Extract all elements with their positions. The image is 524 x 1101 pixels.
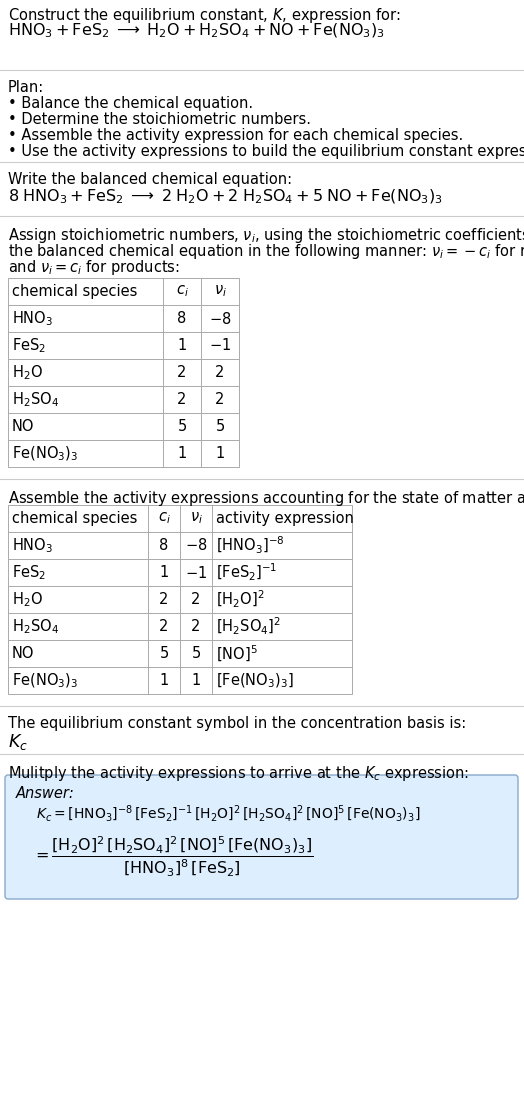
Text: 1: 1 <box>215 446 225 461</box>
Text: chemical species: chemical species <box>12 284 137 299</box>
Text: $\mathrm{8\; HNO_3 + FeS_2 \;\longrightarrow\; 2\; H_2O + 2\; H_2SO_4 + 5\; NO +: $\mathrm{8\; HNO_3 + FeS_2 \;\longrighta… <box>8 188 443 206</box>
Text: $K_c$: $K_c$ <box>8 732 28 752</box>
Text: $= \dfrac{[\mathrm{H_2O}]^{2}\,[\mathrm{H_2SO_4}]^{2}\,[\mathrm{NO}]^{5}\,[\math: $= \dfrac{[\mathrm{H_2O}]^{2}\,[\mathrm{… <box>32 833 313 877</box>
Text: the balanced chemical equation in the following manner: $\nu_i = -c_i$ for react: the balanced chemical equation in the fo… <box>8 242 524 261</box>
Text: $c_i$: $c_i$ <box>158 511 170 526</box>
Text: 2: 2 <box>215 392 225 407</box>
Text: 5: 5 <box>159 646 169 661</box>
Text: $\mathrm{H_2SO_4}$: $\mathrm{H_2SO_4}$ <box>12 390 59 408</box>
Text: $K_c = [\mathrm{HNO_3}]^{-8}\,[\mathrm{FeS_2}]^{-1}\,[\mathrm{H_2O}]^{2}\,[\math: $K_c = [\mathrm{HNO_3}]^{-8}\,[\mathrm{F… <box>36 804 420 825</box>
Text: $\mathrm{FeS_2}$: $\mathrm{FeS_2}$ <box>12 563 46 581</box>
Text: The equilibrium constant symbol in the concentration basis is:: The equilibrium constant symbol in the c… <box>8 716 466 731</box>
Text: • Use the activity expressions to build the equilibrium constant expression.: • Use the activity expressions to build … <box>8 144 524 159</box>
Text: Mulitply the activity expressions to arrive at the $K_c$ expression:: Mulitply the activity expressions to arr… <box>8 764 469 783</box>
Text: 1: 1 <box>178 338 187 353</box>
Text: $\mathrm{H_2SO_4}$: $\mathrm{H_2SO_4}$ <box>12 618 59 636</box>
Text: 5: 5 <box>191 646 201 661</box>
Text: 2: 2 <box>177 392 187 407</box>
Text: chemical species: chemical species <box>12 511 137 526</box>
Text: $\mathrm{Fe(NO_3)_3}$: $\mathrm{Fe(NO_3)_3}$ <box>12 672 78 689</box>
Text: 2: 2 <box>191 592 201 607</box>
Text: 8: 8 <box>178 310 187 326</box>
Text: 5: 5 <box>178 419 187 434</box>
Text: $c_i$: $c_i$ <box>176 284 189 299</box>
Text: activity expression: activity expression <box>216 511 354 526</box>
Text: $-8$: $-8$ <box>209 310 231 327</box>
Text: 2: 2 <box>159 619 169 634</box>
Text: NO: NO <box>12 419 35 434</box>
Text: $\mathrm{H_2O}$: $\mathrm{H_2O}$ <box>12 590 43 609</box>
Text: 8: 8 <box>159 538 169 553</box>
Text: 1: 1 <box>159 673 169 688</box>
Text: $\mathrm{FeS_2}$: $\mathrm{FeS_2}$ <box>12 336 46 355</box>
FancyBboxPatch shape <box>5 775 518 900</box>
Bar <box>8 277 239 467</box>
Text: $-8$: $-8$ <box>185 537 208 554</box>
Text: Assign stoichiometric numbers, $\nu_i$, using the stoichiometric coefficients, $: Assign stoichiometric numbers, $\nu_i$, … <box>8 226 524 246</box>
Text: Answer:: Answer: <box>16 786 75 802</box>
Text: 2: 2 <box>159 592 169 607</box>
Text: Write the balanced chemical equation:: Write the balanced chemical equation: <box>8 172 292 187</box>
Text: • Balance the chemical equation.: • Balance the chemical equation. <box>8 96 253 111</box>
Text: $[\mathrm{HNO_3}]^{-8}$: $[\mathrm{HNO_3}]^{-8}$ <box>216 535 285 556</box>
Text: Assemble the activity expressions accounting for the state of matter and $\nu_i$: Assemble the activity expressions accoun… <box>8 489 524 508</box>
Text: • Assemble the activity expression for each chemical species.: • Assemble the activity expression for e… <box>8 128 463 143</box>
Text: $\mathrm{H_2O}$: $\mathrm{H_2O}$ <box>12 363 43 382</box>
Text: 1: 1 <box>178 446 187 461</box>
Text: $[\mathrm{H_2O}]^{2}$: $[\mathrm{H_2O}]^{2}$ <box>216 589 265 610</box>
Text: 1: 1 <box>191 673 201 688</box>
Text: Plan:: Plan: <box>8 80 44 95</box>
Text: • Determine the stoichiometric numbers.: • Determine the stoichiometric numbers. <box>8 112 311 127</box>
Text: $[\mathrm{NO}]^{5}$: $[\mathrm{NO}]^{5}$ <box>216 643 258 664</box>
Text: NO: NO <box>12 646 35 661</box>
Text: 1: 1 <box>159 565 169 580</box>
Text: 5: 5 <box>215 419 225 434</box>
Text: 2: 2 <box>191 619 201 634</box>
Text: 2: 2 <box>215 366 225 380</box>
Text: $[\mathrm{H_2SO_4}]^{2}$: $[\mathrm{H_2SO_4}]^{2}$ <box>216 615 281 637</box>
Text: $\mathrm{Fe(NO_3)_3}$: $\mathrm{Fe(NO_3)_3}$ <box>12 445 78 462</box>
Text: $\mathrm{HNO_3}$: $\mathrm{HNO_3}$ <box>12 536 53 555</box>
Text: and $\nu_i = c_i$ for products:: and $\nu_i = c_i$ for products: <box>8 258 180 277</box>
Text: $\mathrm{HNO_3 + FeS_2 \;\longrightarrow\; H_2O + H_2SO_4 + NO + Fe(NO_3)_3}$: $\mathrm{HNO_3 + FeS_2 \;\longrightarrow… <box>8 22 385 41</box>
Bar <box>8 505 352 694</box>
Text: $\mathrm{HNO_3}$: $\mathrm{HNO_3}$ <box>12 309 53 328</box>
Text: Construct the equilibrium constant, $K$, expression for:: Construct the equilibrium constant, $K$,… <box>8 6 401 25</box>
Text: $-1$: $-1$ <box>209 338 231 353</box>
Text: $[\mathrm{FeS_2}]^{-1}$: $[\mathrm{FeS_2}]^{-1}$ <box>216 562 278 584</box>
Text: 2: 2 <box>177 366 187 380</box>
Text: $-1$: $-1$ <box>185 565 207 580</box>
Text: $[\mathrm{Fe(NO_3)_3}]$: $[\mathrm{Fe(NO_3)_3}]$ <box>216 672 294 689</box>
Text: $\nu_i$: $\nu_i$ <box>213 284 226 299</box>
Text: $\nu_i$: $\nu_i$ <box>190 511 202 526</box>
